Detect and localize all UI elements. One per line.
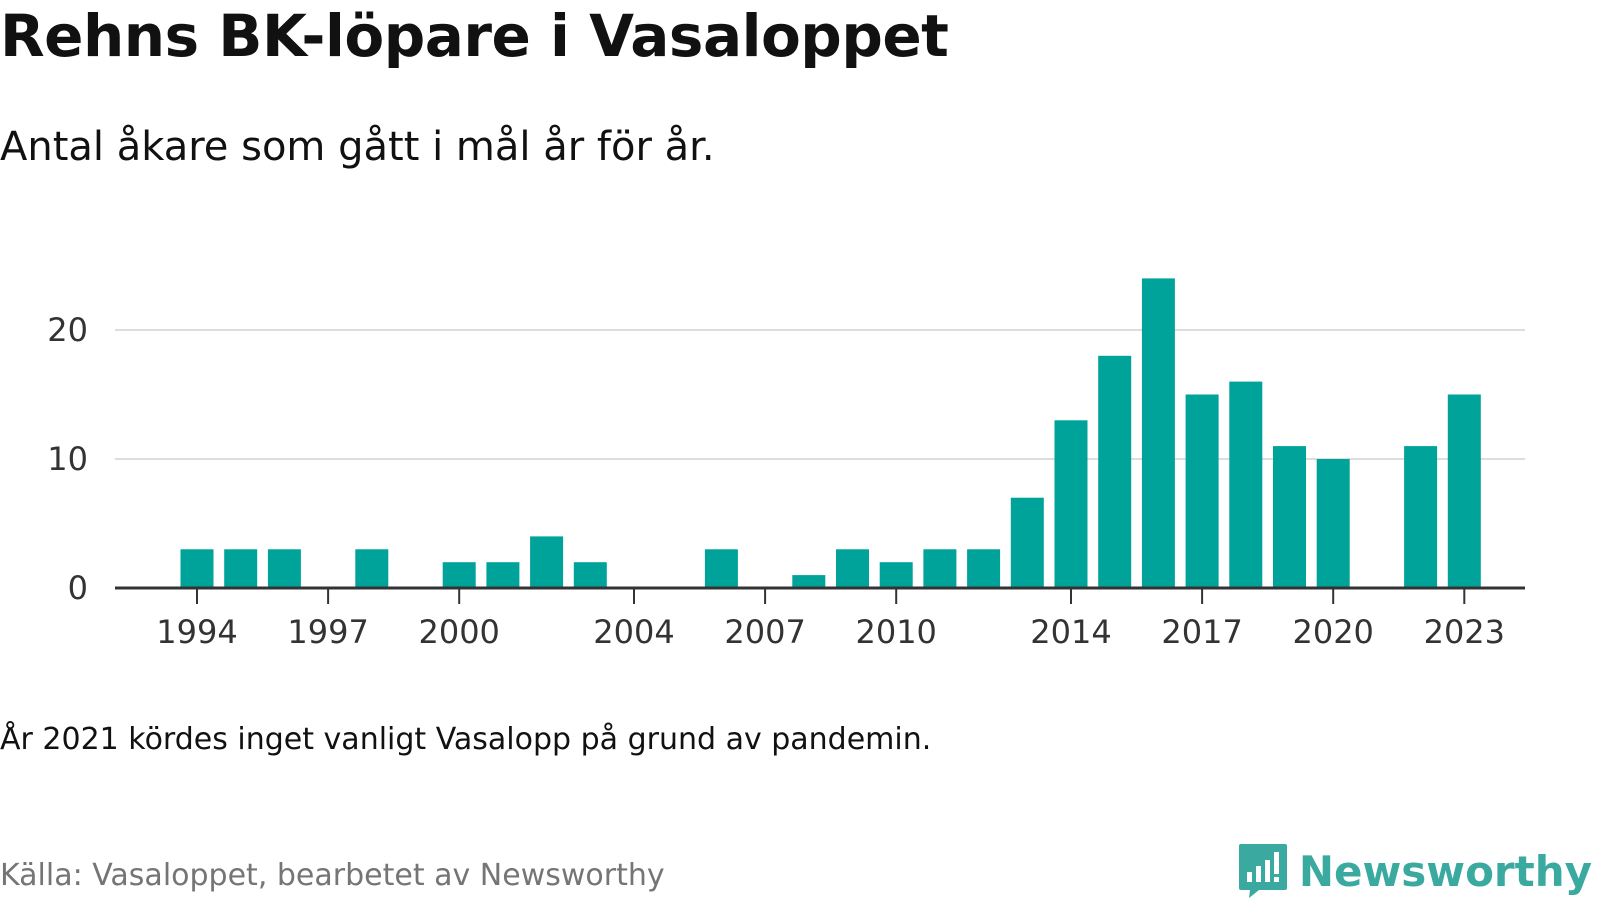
bar-2013 xyxy=(1010,497,1044,588)
bar-2014 xyxy=(1054,420,1088,588)
y-tick-label: 10 xyxy=(47,440,88,478)
bar-chart: 0 10 20 1994 1997 2000 2004 2007 2010 2014 2017 20… xyxy=(47,278,1525,651)
bar-1995 xyxy=(224,549,258,588)
bar-2006 xyxy=(704,549,738,588)
gridlines xyxy=(115,329,1525,460)
x-tick-label: 2007 xyxy=(724,613,805,651)
x-tick-label: 2004 xyxy=(593,613,674,651)
bar-2002 xyxy=(530,536,564,588)
bar-2015 xyxy=(1098,355,1132,588)
bars xyxy=(180,278,1481,588)
bar-2017 xyxy=(1185,394,1219,588)
x-tick-label: 1994 xyxy=(156,613,237,651)
x-tick-label: 2010 xyxy=(855,613,936,651)
bar-2020 xyxy=(1316,459,1350,588)
bar-1996 xyxy=(267,549,301,588)
chart-note: År 2021 kördes inget vanligt Vasalopp på… xyxy=(0,722,932,757)
bar-2019 xyxy=(1273,446,1306,588)
newsworthy-logo-icon xyxy=(1238,844,1287,898)
x-tick-label: 2000 xyxy=(418,613,499,651)
bar-1998 xyxy=(355,549,389,588)
y-tick-label: 20 xyxy=(47,311,88,349)
x-tick-label: 2020 xyxy=(1292,613,1373,651)
bar-1994 xyxy=(180,549,214,588)
bar-2016 xyxy=(1141,278,1175,588)
chart-title: Rehns BK-löpare i Vasaloppet xyxy=(0,2,949,70)
bar-2022 xyxy=(1404,446,1438,588)
bar-2012 xyxy=(967,549,1001,588)
bar-2011 xyxy=(923,549,957,588)
source-credit: Källa: Vasaloppet, bearbetet av Newswort… xyxy=(0,858,665,893)
x-tick-label: 2014 xyxy=(1030,613,1111,651)
chart-subtitle: Antal åkare som gått i mål år för år. xyxy=(0,124,715,170)
bar-2003 xyxy=(573,562,607,588)
bar-2008 xyxy=(792,575,826,588)
x-tick-label: 2023 xyxy=(1424,613,1505,651)
brand-name: Newsworthy xyxy=(1298,846,1592,896)
x-tick-label: 2017 xyxy=(1161,613,1242,651)
bar-2018 xyxy=(1229,381,1263,588)
x-axis-ticks: 1994 1997 2000 2004 2007 2010 2014 2017 2020 2023 xyxy=(156,588,1505,651)
newsworthy-brand[interactable]: Newsworthy xyxy=(1237,842,1592,900)
bar-2001 xyxy=(486,562,520,588)
bar-2009 xyxy=(836,549,869,588)
bar-2010 xyxy=(879,562,913,588)
y-tick-label: 0 xyxy=(68,569,88,607)
bar-2000 xyxy=(442,562,476,588)
bar-2023 xyxy=(1447,394,1481,588)
y-axis-ticks: 0 10 20 xyxy=(47,311,88,607)
x-tick-label: 1997 xyxy=(287,613,368,651)
